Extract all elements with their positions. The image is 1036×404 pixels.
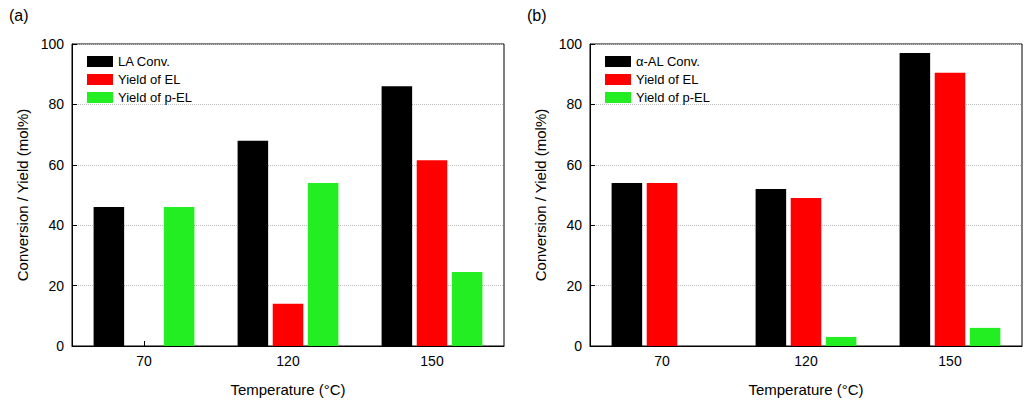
svg-text:α-AL Conv.: α-AL Conv. (636, 54, 700, 69)
svg-text:100: 100 (41, 36, 65, 52)
svg-text:120: 120 (276, 353, 300, 369)
svg-text:120: 120 (794, 353, 818, 369)
svg-text:Yield of EL: Yield of EL (636, 72, 698, 87)
svg-text:0: 0 (574, 338, 582, 354)
svg-text:(b): (b) (527, 7, 547, 24)
svg-text:(a): (a) (9, 7, 29, 24)
svg-text:0: 0 (56, 338, 64, 354)
svg-text:150: 150 (938, 353, 962, 369)
svg-text:Yield of p-EL: Yield of p-EL (636, 90, 710, 105)
svg-text:70: 70 (654, 353, 670, 369)
svg-text:20: 20 (566, 278, 582, 294)
svg-text:60: 60 (48, 157, 64, 173)
svg-text:40: 40 (48, 217, 64, 233)
svg-text:Conversion / Yield (mol%): Conversion / Yield (mol%) (14, 109, 31, 282)
svg-text:150: 150 (420, 353, 444, 369)
svg-text:80: 80 (566, 96, 582, 112)
svg-text:Temperature (°C): Temperature (°C) (748, 381, 863, 398)
svg-text:70: 70 (136, 353, 152, 369)
svg-text:20: 20 (48, 278, 64, 294)
svg-text:Yield of EL: Yield of EL (118, 72, 180, 87)
svg-text:40: 40 (566, 217, 582, 233)
svg-text:Conversion / Yield (mol%): Conversion / Yield (mol%) (532, 109, 549, 282)
svg-text:LA Conv.: LA Conv. (118, 54, 170, 69)
svg-text:Yield of p-EL: Yield of p-EL (118, 90, 192, 105)
svg-text:Temperature (°C): Temperature (°C) (230, 381, 345, 398)
svg-text:60: 60 (566, 157, 582, 173)
svg-text:100: 100 (559, 36, 583, 52)
svg-text:80: 80 (48, 96, 64, 112)
